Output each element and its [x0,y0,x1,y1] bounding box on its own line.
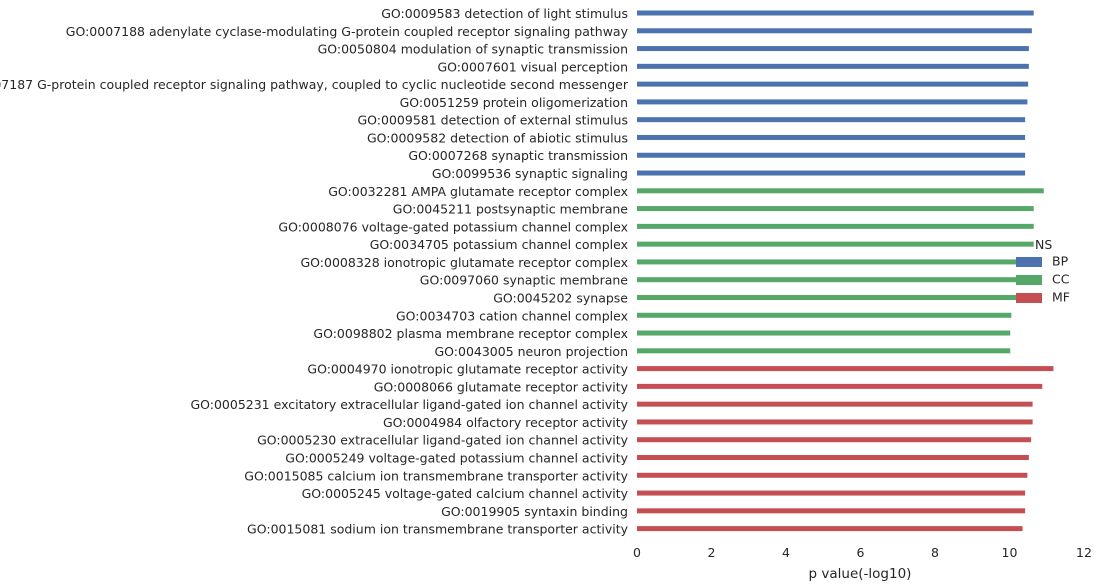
bar-1 [637,10,1034,16]
bar-23 [637,401,1033,407]
category-label: GO:0097060 synaptic membrane [420,273,629,288]
category-label: GO:0005249 voltage-gated potassium chann… [285,451,628,466]
category-label: GO:0007601 visual perception [437,59,628,74]
bar-19 [637,330,1011,336]
category-label: GO:0007268 synaptic transmission [408,148,628,163]
legend-title: NS [1035,237,1052,252]
bar-20 [637,348,1011,354]
bar-28 [637,490,1026,496]
bar-5 [637,81,1029,87]
bar-4 [637,63,1029,69]
category-label: GO:0009581 detection of external stimulu… [358,113,629,128]
category-label: GO:0043005 neuron projection [434,344,628,359]
category-label: GO:0099536 synaptic signaling [432,166,628,181]
category-label: GO:0008076 voltage-gated potassium chann… [278,219,628,234]
category-labels: GO:0009583 detection of light stimulus GO… [0,6,629,537]
category-label: GO:0015081 sodium ion transmembrane tran… [247,522,629,537]
category-label: GO:0009582 detection of abiotic stimulus [367,130,628,145]
bar-22 [637,383,1043,389]
bar-9 [637,152,1026,158]
category-label: GO:0004984 olfactory receptor activity [383,415,629,430]
bar-8 [637,134,1026,140]
category-label: GO:0032281 AMPA glutamate receptor compl… [328,184,628,199]
bar-10 [637,170,1026,176]
bar-29 [637,508,1026,514]
category-label: GO:0005231 excitatory extracellular liga… [190,397,628,412]
category-label: GO:0007188 adenylate cyclase-modulating … [66,24,629,39]
x-tick-label: 8 [931,545,939,560]
category-label: GO:0098802 plasma membrane receptor comp… [313,326,628,341]
category-label: GO:0034705 potassium channel complex [370,237,628,252]
category-label: GO:0045202 synapse [493,290,628,305]
legend-label-bp: BP [1052,254,1069,269]
bar-7 [637,117,1026,123]
category-label: GO:0007187 G-protein coupled receptor si… [0,77,629,92]
category-label: GO:0004970 ionotropic glutamate receptor… [307,362,628,377]
x-axis-label: p value(-log10) [809,566,912,582]
bar-13 [637,223,1034,229]
category-label: GO:0034703 cation channel complex [396,308,628,323]
legend-swatch-mf [1016,293,1042,303]
legend-swatch-bp [1016,257,1042,267]
x-tick-label: 10 [1002,545,1018,560]
bar-15 [637,259,1023,265]
category-label: GO:0008066 glutamate receptor activity [374,379,629,394]
category-label: GO:0050804 modulation of synaptic transm… [318,42,628,57]
category-label: GO:0005230 extracellular ligand-gated io… [257,433,629,448]
bar-16 [637,277,1023,283]
category-label: GO:0045211 postsynaptic membrane [393,202,629,217]
bar-3 [637,46,1029,52]
bar-26 [637,455,1029,460]
bar-17 [637,294,1021,300]
legend-swatch-cc [1016,275,1042,285]
bar-2 [637,28,1032,34]
bar-24 [637,419,1033,425]
legend: NS BP CC MF [1016,237,1070,305]
bar-18 [637,312,1012,318]
category-label: GO:0015085 calcium ion transmembrane tra… [244,468,628,483]
category-label: GO:0019905 syntaxin binding [441,504,628,519]
x-tick-label: 12 [1076,545,1092,560]
category-label: GO:0008328 ionotropic glutamate receptor… [301,255,629,270]
bar-14 [637,241,1034,247]
x-tick-label: 4 [782,545,790,560]
x-tick-label: 6 [857,545,865,560]
bar-30 [637,526,1023,532]
x-tick-label: 0 [633,545,641,560]
category-label: GO:0051259 protein oligomerization [400,95,628,110]
category-label: GO:0009583 detection of light stimulus [381,6,628,21]
legend-label-cc: CC [1052,272,1070,287]
bar-11 [637,188,1044,194]
category-label: GO:0005245 voltage-gated calcium channel… [302,486,629,501]
bar-27 [637,472,1028,478]
bar-12 [637,206,1034,212]
x-tick-label: 2 [708,545,716,560]
bar-6 [637,99,1028,105]
legend-label-mf: MF [1052,290,1070,305]
bar-25 [637,437,1032,443]
x-axis-ticks: 0 2 4 6 8 10 12 [633,545,1092,560]
bar-21 [637,366,1054,372]
bars-layer [637,10,1054,532]
